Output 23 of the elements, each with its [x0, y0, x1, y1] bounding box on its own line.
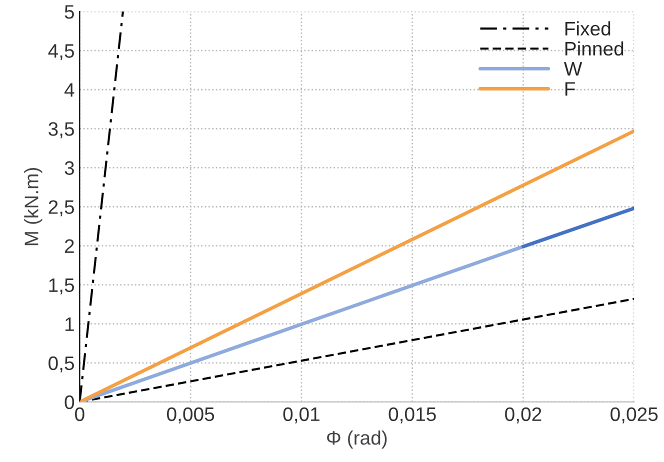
y-tick-label: 1	[65, 318, 74, 331]
y-tick-label: 3,5	[48, 122, 74, 138]
y-tick-label: 3	[64, 161, 74, 175]
y-tick-label: 2	[64, 239, 74, 253]
y-tick-label: 4,5	[48, 44, 74, 60]
x-tick-label: 0,02	[505, 407, 542, 424]
y-tick-label: 5	[64, 5, 74, 19]
y-axis-title: M (kN.m)	[24, 168, 42, 246]
y-tick-label: 4	[64, 83, 74, 97]
legend-label: Pinned	[565, 41, 624, 56]
legend-label: F	[565, 82, 575, 96]
legend-label: W	[564, 62, 582, 76]
y-tick-label: 0,5	[48, 356, 74, 372]
legend-label: Fixed	[565, 21, 610, 36]
y-tick-label: 2,5	[48, 200, 74, 216]
x-tick-label: 0	[75, 407, 84, 422]
x-tick-label: 0,005	[167, 407, 214, 424]
x-tick-label: 0,025	[610, 407, 658, 424]
x-tick-label: 0,01	[283, 407, 320, 424]
y-tick-label: 1,5	[49, 278, 74, 294]
x-axis-title: Φ (rad)	[327, 430, 387, 449]
y-tick-label: 0	[64, 395, 74, 410]
x-tick-label: 0,015	[388, 407, 436, 424]
